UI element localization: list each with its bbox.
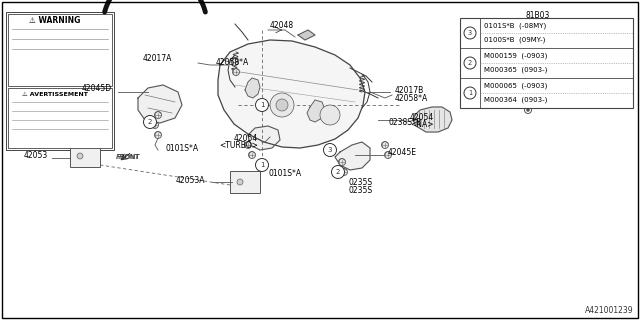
Text: 0100S*B  (09MY-): 0100S*B (09MY-) [484, 37, 545, 43]
Text: 42045D: 42045D [82, 84, 112, 92]
Text: 42045E: 42045E [388, 148, 417, 156]
Text: 3: 3 [328, 147, 332, 153]
Text: A421001239: A421001239 [586, 306, 634, 315]
Circle shape [154, 111, 161, 118]
Polygon shape [335, 142, 370, 170]
Circle shape [232, 68, 239, 76]
Polygon shape [245, 78, 260, 98]
Text: 1: 1 [468, 90, 472, 96]
Circle shape [143, 116, 157, 129]
Text: 42058*A: 42058*A [216, 58, 249, 67]
Circle shape [320, 105, 340, 125]
Text: 42017A: 42017A [143, 53, 172, 62]
Circle shape [237, 179, 243, 185]
Circle shape [385, 151, 392, 158]
Circle shape [543, 86, 547, 90]
Text: 42053: 42053 [24, 150, 48, 159]
Text: 0101S*B  (-08MY): 0101S*B (-08MY) [484, 23, 547, 29]
Circle shape [255, 158, 269, 172]
Polygon shape [298, 30, 315, 40]
Circle shape [464, 27, 476, 39]
Circle shape [527, 108, 529, 111]
Circle shape [248, 151, 255, 158]
Text: M000159  (-0903): M000159 (-0903) [484, 53, 547, 59]
Text: M000365  (0903-): M000365 (0903-) [484, 67, 547, 73]
Bar [8, 14, 112, 86]
Circle shape [154, 132, 161, 139]
Circle shape [548, 74, 552, 76]
Text: 81B03: 81B03 [525, 11, 549, 20]
Text: 42053A: 42053A [175, 175, 205, 185]
Text: 42048: 42048 [270, 20, 294, 29]
Text: <NA>: <NA> [410, 119, 433, 129]
Circle shape [559, 70, 561, 74]
Text: 1: 1 [260, 102, 264, 108]
Circle shape [464, 87, 476, 99]
Text: 42017B: 42017B [395, 85, 424, 94]
Text: 42054: 42054 [410, 113, 435, 122]
Text: 2: 2 [148, 119, 152, 125]
Circle shape [77, 153, 83, 159]
Text: FRONT: FRONT [116, 154, 140, 160]
Text: 0101S*A: 0101S*A [165, 143, 198, 153]
Circle shape [152, 122, 159, 129]
Polygon shape [307, 100, 325, 122]
Circle shape [323, 143, 337, 156]
Circle shape [270, 93, 294, 117]
Text: 0235S: 0235S [348, 178, 372, 187]
Polygon shape [218, 40, 365, 148]
Bar [8, 88, 112, 148]
Polygon shape [248, 126, 280, 150]
Bar [230, 171, 260, 193]
Bar [460, 18, 633, 108]
Text: 0101S*A: 0101S*A [268, 169, 301, 178]
Text: 2: 2 [468, 60, 472, 66]
Circle shape [255, 99, 269, 111]
Text: 0238S*B: 0238S*B [388, 117, 421, 126]
Circle shape [276, 99, 288, 111]
Text: FRONT: FRONT [116, 154, 140, 160]
Text: 3: 3 [468, 30, 472, 36]
Circle shape [340, 169, 348, 175]
Text: 2: 2 [336, 169, 340, 175]
Polygon shape [413, 107, 452, 132]
Polygon shape [138, 85, 182, 123]
Text: 0235S: 0235S [348, 186, 372, 195]
Circle shape [464, 57, 476, 69]
Circle shape [332, 165, 344, 179]
Text: 1: 1 [260, 162, 264, 168]
Text: 42058*A: 42058*A [395, 93, 428, 102]
Circle shape [232, 59, 239, 66]
Text: 42054: 42054 [234, 133, 258, 142]
Circle shape [381, 141, 388, 148]
Text: M000364  (0903-): M000364 (0903-) [484, 97, 547, 103]
Circle shape [339, 158, 346, 165]
Text: M000065  (-0903): M000065 (-0903) [484, 83, 547, 89]
Circle shape [244, 141, 252, 148]
Text: ⚠ WARNING: ⚠ WARNING [29, 15, 81, 25]
Bar [6, 12, 114, 150]
Bar [70, 145, 100, 167]
Text: ⚠ AVERTISSEMENT: ⚠ AVERTISSEMENT [22, 92, 88, 97]
Text: <TURBO>: <TURBO> [219, 140, 258, 149]
